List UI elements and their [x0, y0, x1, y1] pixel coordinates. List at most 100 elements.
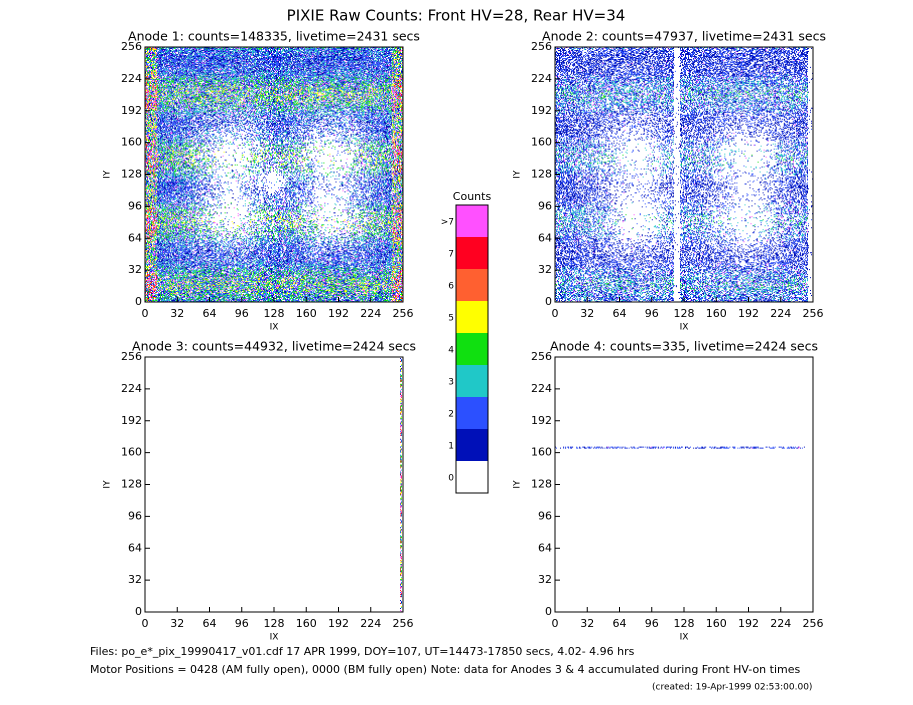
y-tick-label: 64: [538, 541, 552, 554]
footer-created: (created: 19-Apr-1999 02:53:00.00): [652, 683, 812, 693]
y-tick-label: 32: [538, 573, 552, 586]
y-tick-label: 192: [121, 104, 142, 117]
x-tick-label: 192: [738, 617, 759, 630]
y-tick-label: 160: [121, 446, 142, 459]
y-tick-label: 128: [121, 168, 142, 181]
colorbar-swatch: [456, 237, 488, 269]
y-tick-label: 128: [121, 478, 142, 491]
y-tick-label: 0: [545, 295, 552, 308]
y-axis-label: IY: [103, 480, 113, 489]
panel-title: Anode 2: counts=47937, livetime=2431 sec…: [542, 29, 826, 44]
y-tick-label: 224: [121, 382, 142, 395]
x-tick-label: 224: [360, 307, 381, 320]
x-tick-label: 224: [360, 617, 381, 630]
x-tick-label: 32: [170, 307, 184, 320]
x-tick-label: 160: [296, 617, 317, 630]
colorbar-label: 1: [448, 442, 454, 452]
colorbar-swatch: [456, 269, 488, 301]
colorbar-swatch: [456, 205, 488, 237]
count-texture: [400, 369, 402, 612]
x-tick-label: 32: [580, 307, 594, 320]
x-tick-label: 256: [393, 617, 414, 630]
y-tick-label: 96: [128, 509, 142, 522]
y-tick-label: 32: [128, 573, 142, 586]
x-tick-label: 96: [235, 617, 249, 630]
y-tick-label: 160: [531, 136, 552, 149]
y-tick-label: 64: [128, 231, 142, 244]
x-tick-label: 128: [264, 617, 285, 630]
colorbar-swatch: [456, 301, 488, 333]
x-tick-label: 96: [235, 307, 249, 320]
colorbar-label: >7: [441, 218, 454, 228]
x-tick-label: 0: [142, 307, 149, 320]
y-axis-label: IY: [513, 170, 523, 179]
x-tick-label: 256: [803, 617, 824, 630]
panel-title: Anode 1: counts=148335, livetime=2431 se…: [128, 29, 420, 44]
y-tick-label: 0: [135, 605, 142, 618]
x-tick-label: 96: [645, 617, 659, 630]
y-tick-label: 0: [545, 605, 552, 618]
colorbar-swatch: [456, 429, 488, 461]
count-texture: [607, 446, 800, 449]
y-tick-label: 128: [531, 168, 552, 181]
x-tick-label: 256: [393, 307, 414, 320]
x-tick-label: 0: [552, 617, 559, 630]
count-texture: [555, 47, 812, 302]
x-tick-label: 96: [645, 307, 659, 320]
x-tick-label: 128: [264, 307, 285, 320]
panel-title: Anode 4: counts=335, livetime=2424 secs: [550, 339, 818, 354]
colorbar-swatch: [456, 365, 488, 397]
count-texture: [400, 369, 402, 585]
y-tick-label: 224: [531, 72, 552, 85]
y-tick-label: 64: [128, 541, 142, 554]
colorbar-label: 2: [448, 410, 454, 420]
x-tick-label: 64: [203, 617, 217, 630]
colorbar-frame: [455, 204, 489, 494]
x-tick-label: 128: [674, 307, 695, 320]
plot-frame: [554, 356, 814, 613]
x-axis-label: IX: [680, 633, 689, 643]
count-texture: [555, 446, 805, 449]
y-tick-label: 192: [531, 104, 552, 117]
colorbar-swatch: [456, 333, 488, 365]
y-axis-label: IY: [103, 170, 113, 179]
y-tick-label: 32: [128, 263, 142, 276]
colorbar-title: Counts: [453, 190, 492, 203]
x-tick-label: 64: [613, 307, 627, 320]
y-tick-label: 128: [531, 478, 552, 491]
plot-frame: [144, 356, 404, 613]
y-tick-label: 96: [538, 509, 552, 522]
x-tick-label: 128: [674, 617, 695, 630]
x-tick-label: 0: [142, 617, 149, 630]
y-tick-label: 256: [121, 40, 142, 53]
x-tick-label: 32: [170, 617, 184, 630]
page-title: PIXIE Raw Counts: Front HV=28, Rear HV=3…: [287, 7, 626, 25]
colorbar-label: 3: [448, 378, 454, 388]
footer-motor: Motor Positions = 0428 (AM fully open), …: [90, 663, 800, 676]
y-tick-label: 224: [531, 382, 552, 395]
x-tick-label: 192: [328, 307, 349, 320]
y-tick-label: 160: [531, 446, 552, 459]
x-axis-label: IX: [270, 323, 279, 333]
x-axis-label: IX: [270, 633, 279, 643]
y-tick-label: 256: [121, 350, 142, 363]
x-tick-label: 160: [706, 617, 727, 630]
y-tick-label: 0: [135, 295, 142, 308]
y-tick-label: 96: [538, 199, 552, 212]
count-texture: [555, 47, 813, 302]
colorbar-swatch: [456, 461, 488, 493]
y-tick-label: 192: [531, 414, 552, 427]
y-tick-label: 224: [121, 72, 142, 85]
x-tick-label: 160: [296, 307, 317, 320]
x-tick-label: 192: [738, 307, 759, 320]
count-texture: [400, 361, 402, 604]
count-texture: [556, 446, 803, 449]
x-axis-label: IX: [680, 323, 689, 333]
colorbar-swatch: [456, 397, 488, 429]
colorbar-label: 7: [448, 250, 454, 260]
x-tick-label: 192: [328, 617, 349, 630]
x-tick-label: 32: [580, 617, 594, 630]
y-tick-label: 64: [538, 231, 552, 244]
x-tick-label: 64: [613, 617, 627, 630]
